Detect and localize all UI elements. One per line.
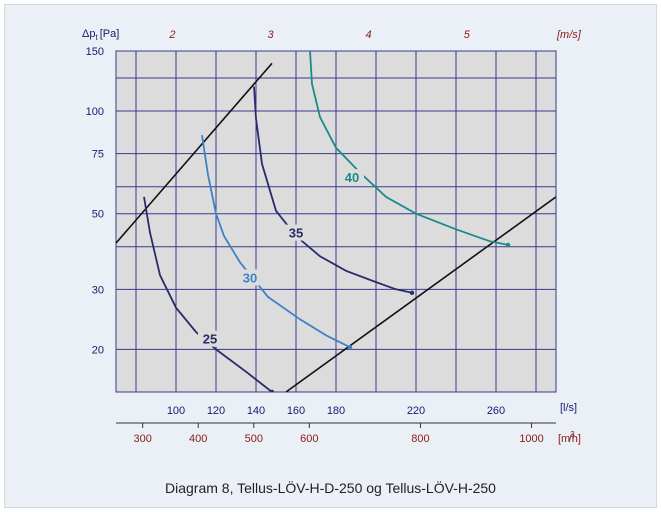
x-tick-label-ms: 2 (168, 29, 175, 41)
y-tick-label: 100 (86, 106, 104, 118)
x-tick-labels-m3h: 300 400 500 600 800 1000 (133, 423, 543, 445)
curve-end-point-30 (348, 345, 352, 349)
m3h-unit-end: /h] (569, 433, 581, 445)
curve-label-35: 35 (289, 226, 303, 241)
curve-label-25: 25 (203, 332, 217, 347)
curve-end-point-25 (270, 390, 274, 394)
curve-label-40: 40 (345, 170, 359, 185)
x-tick-label-ls: 140 (247, 405, 265, 417)
curve-end-point-40 (506, 243, 510, 247)
x-tick-label-ls: 220 (407, 405, 425, 417)
x-tick-label-m3h: 500 (245, 433, 263, 445)
y-axis-label: Δpt [Pa] (82, 28, 119, 42)
x-axis-unit-ms: [m/s] (556, 29, 582, 41)
x-tick-labels-ls: 100 120 140 160 180 220 260 (167, 405, 505, 417)
chart-caption: Diagram 8, Tellus-LÖV-H-D-250 og Tellus-… (0, 480, 661, 496)
x-tick-label-ls: 180 (327, 405, 345, 417)
x-tick-label-ms: 4 (366, 29, 372, 41)
x-tick-label-m3h: 1000 (519, 433, 543, 445)
x-tick-label-ls: 100 (167, 405, 185, 417)
y-tick-label: 30 (92, 284, 104, 296)
y-axis-label-unit: [Pa] (100, 28, 120, 40)
x-tick-label-ms: 5 (464, 29, 471, 41)
x-tick-label-ls: 160 (287, 405, 305, 417)
x-tick-label-ms: 3 (268, 29, 275, 41)
y-tick-label: 75 (92, 149, 104, 161)
x-axis-unit-m3h: [m3/h] (558, 430, 581, 445)
x-tick-label-m3h: 300 (133, 433, 151, 445)
y-axis-label-sub: t (95, 33, 98, 42)
x-tick-label-ls: 260 (487, 405, 505, 417)
x-tick-label-m3h: 400 (189, 433, 207, 445)
x-tick-labels-ms: 2 3 4 5 (168, 29, 470, 41)
x-axis-unit-ls: [l/s] (560, 402, 577, 414)
y-tick-labels: 150 100 75 50 30 20 (86, 46, 104, 356)
curve-label-30: 30 (243, 270, 257, 285)
x-tick-label-m3h: 800 (411, 433, 429, 445)
y-tick-label: 20 (92, 344, 104, 356)
x-tick-label-ls: 120 (207, 405, 225, 417)
y-tick-label: 150 (86, 46, 104, 58)
x-tick-label-m3h: 600 (300, 433, 318, 445)
y-tick-label: 50 (92, 209, 104, 221)
curve-end-point-35 (410, 291, 414, 295)
y-axis-label-main: Δp (82, 28, 95, 40)
